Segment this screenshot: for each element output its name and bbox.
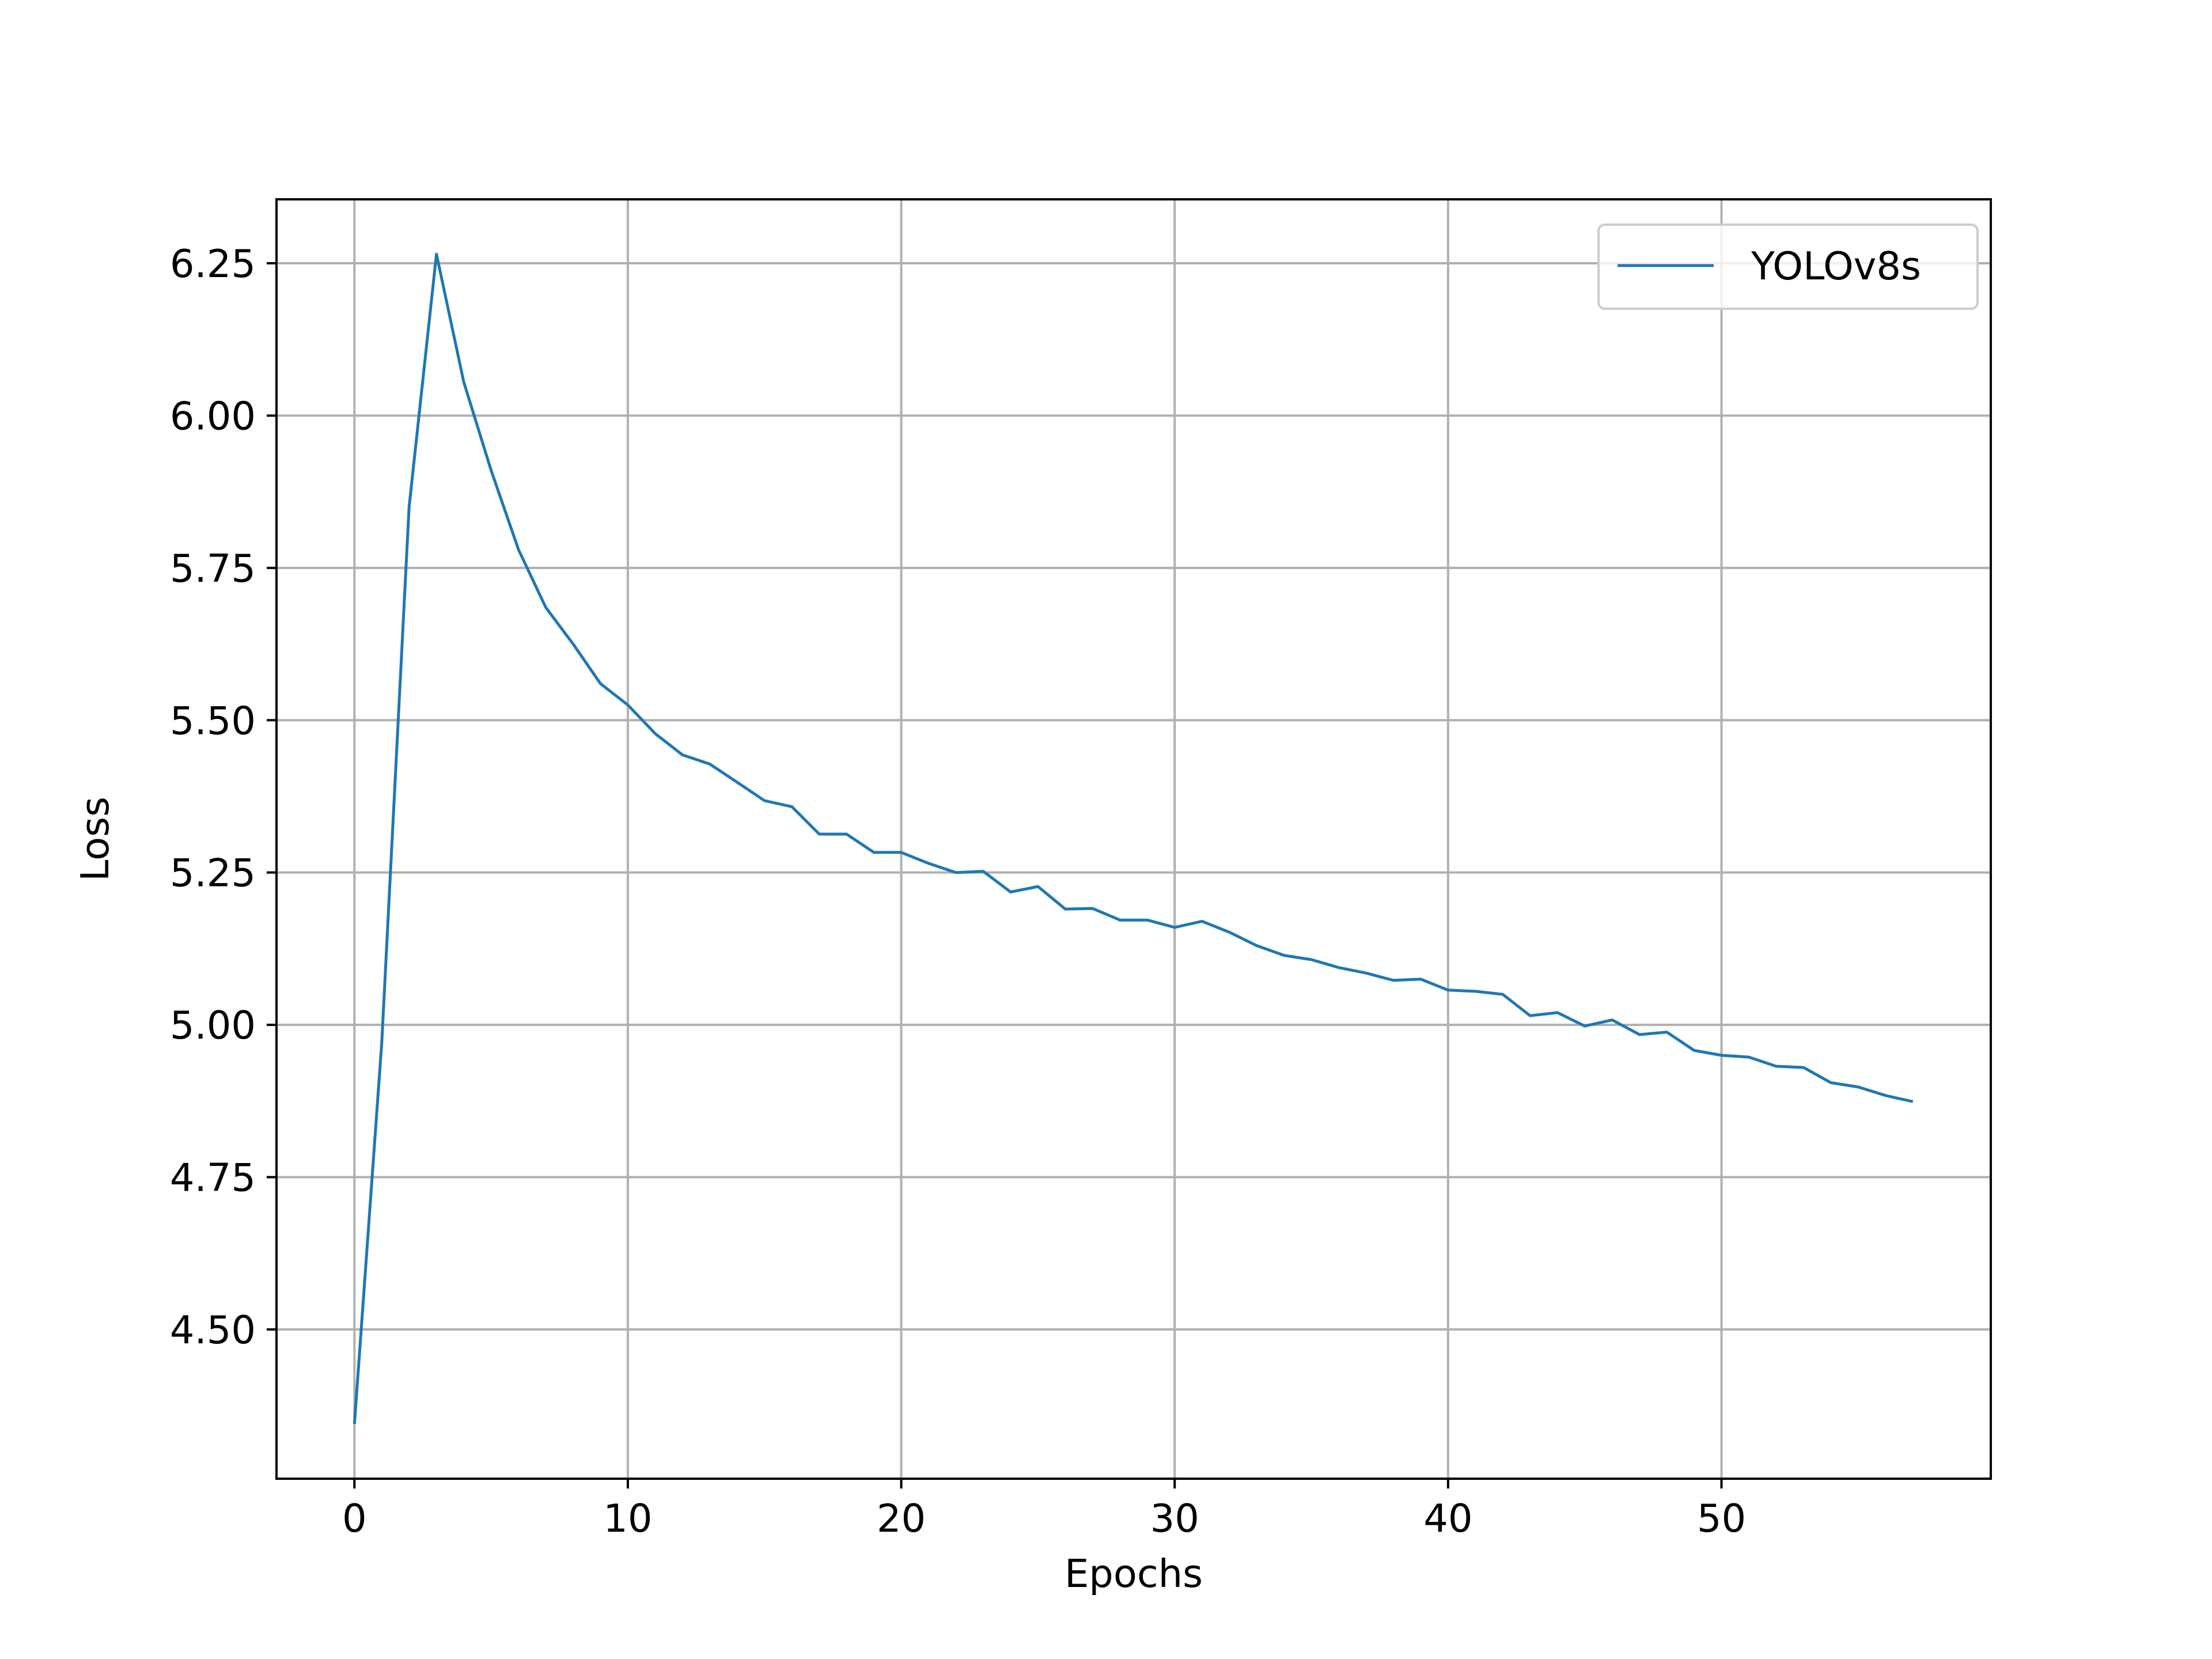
legend: YOLOv8s (1597, 224, 1979, 310)
plot-frame (275, 198, 1992, 1480)
legend-label-yolov8s: YOLOv8s (1751, 244, 1921, 289)
x-tick-label: 10 (603, 1496, 652, 1541)
x-tick-label: 40 (1423, 1496, 1472, 1541)
ticks: 0 10 20 30 40 50 4.50 4.75 5.00 5.25 5.50 5.75 6.00 6… (170, 241, 1746, 1541)
y-tick-label: 6.00 (170, 393, 256, 438)
y-tick-label: 5.75 (170, 546, 256, 591)
grid (276, 199, 1991, 1479)
series-layer (353, 252, 1914, 1424)
x-axis-label: Epochs (1065, 1551, 1203, 1596)
y-axis-label: Loss (73, 797, 118, 881)
legend-box (1597, 224, 1979, 310)
x-tick-label: 0 (342, 1496, 367, 1541)
y-tick-label: 6.25 (170, 241, 256, 286)
y-tick-label: 4.50 (170, 1308, 256, 1353)
x-tick-label: 20 (877, 1496, 926, 1541)
y-tick-label: 5.50 (170, 698, 256, 743)
x-tick-label: 30 (1150, 1496, 1199, 1541)
y-tick-label: 5.00 (170, 1003, 256, 1048)
x-tick-label: 50 (1697, 1496, 1746, 1541)
series-line-yolov8s (353, 252, 1914, 1424)
y-tick-label: 4.75 (170, 1155, 256, 1200)
y-tick-label: 5.25 (170, 851, 256, 896)
